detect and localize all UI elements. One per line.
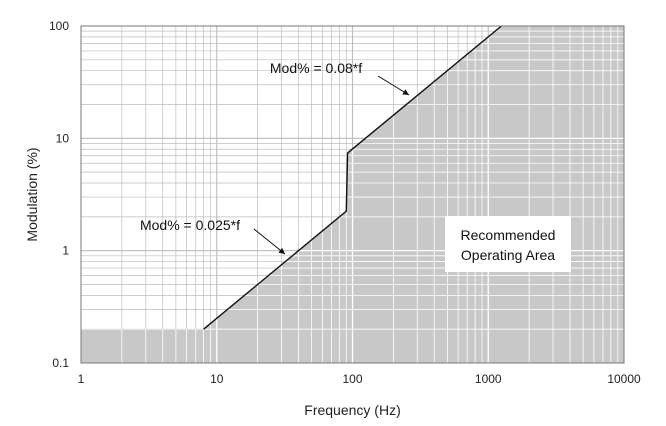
x-tick-label: 10000 [607,372,641,386]
annotation-mod-0025: Mod% = 0.025*f [140,217,240,233]
y-tick-label: 0.1 [52,356,69,370]
x-tick-label: 10 [210,372,224,386]
x-axis-ticks: 1 10 100 1000 10000 [78,372,641,386]
operating-area-boundary [203,25,502,330]
x-tick-label: 100 [342,372,362,386]
y-tick-label: 100 [49,19,69,33]
x-axis-label: Frequency (Hz) [304,402,400,418]
y-tick-label: 1 [62,244,69,258]
recommended-area-label-box [445,216,571,272]
x-tick-label: 1 [78,372,85,386]
annotation-arrow-1 [377,75,410,96]
annotation-arrowhead [278,247,285,254]
annotation-mod-008: Mod% = 0.08*f [270,60,362,76]
recommended-area-label-line-2: Operating Area [461,247,555,263]
y-tick-label: 10 [56,131,70,145]
x-tick-label: 1000 [475,372,502,386]
plot-border [80,25,625,364]
annotation-arrow-2 [253,228,286,255]
recommended-area-label-line-1: Recommended [461,227,556,243]
y-axis-label: Modulation (%) [24,147,40,241]
annotation-arrowhead [402,89,409,95]
y-axis-ticks: 0.1 1 10 100 [49,19,69,370]
